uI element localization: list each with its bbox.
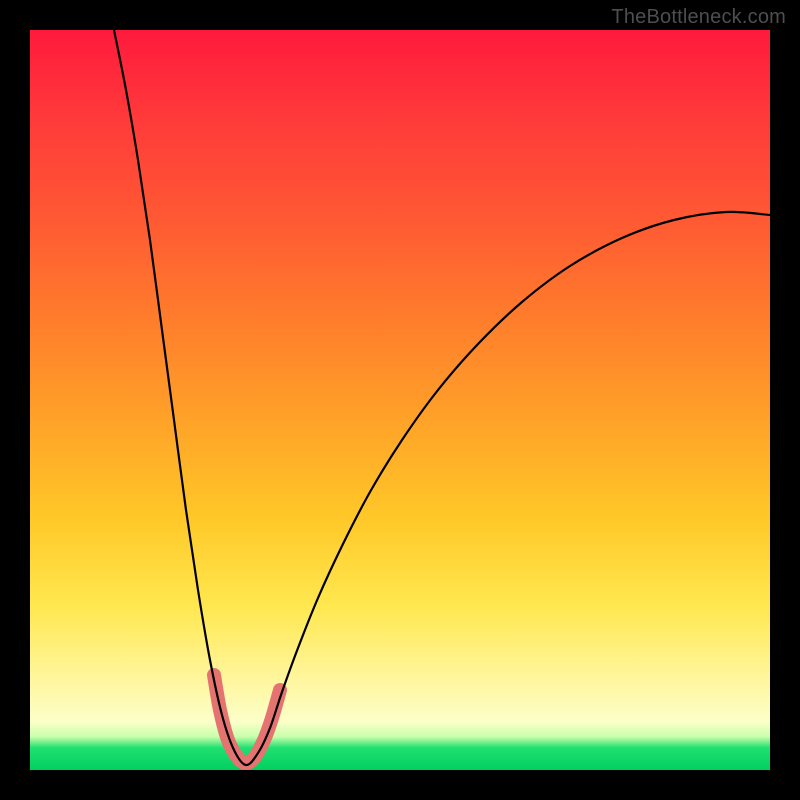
chart-frame: TheBottleneck.com [0, 0, 800, 800]
watermark-text: TheBottleneck.com [611, 6, 786, 29]
curve-layer [30, 30, 770, 770]
plot-area [30, 30, 770, 770]
bottleneck-curve [114, 30, 770, 765]
